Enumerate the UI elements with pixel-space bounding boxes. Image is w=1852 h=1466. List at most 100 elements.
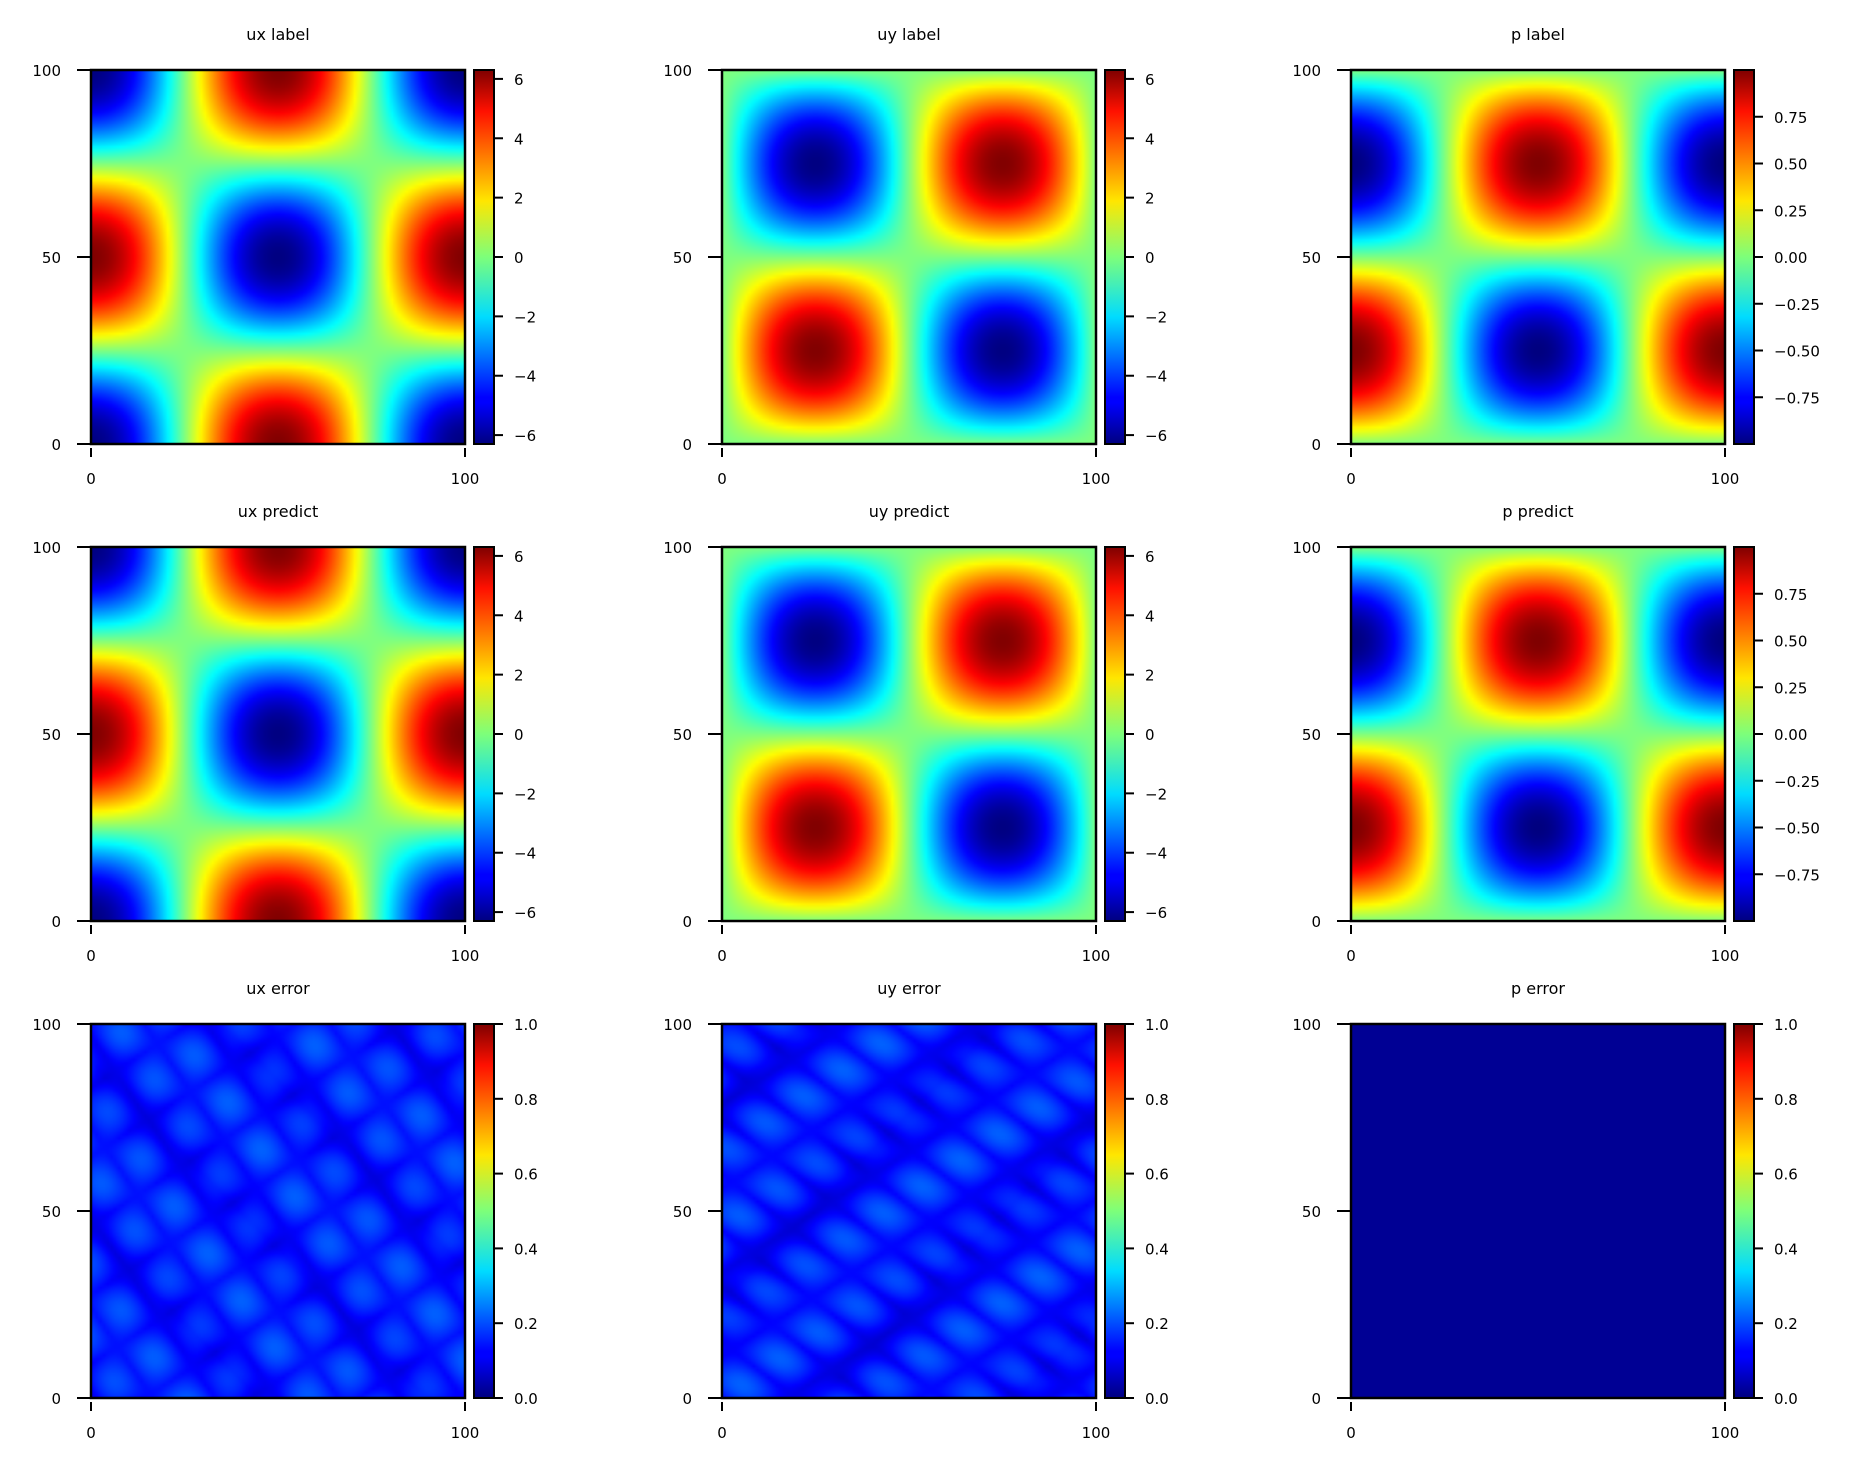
y-tick-label: 100 xyxy=(32,1016,61,1034)
colorbar xyxy=(1733,69,1755,445)
colorbar-tick-label: 0.2 xyxy=(1774,1315,1798,1333)
subplot-6: p predict 0 100 0 50 100 0.75 0.50 0.25 0.00 −0.25… xyxy=(1292,502,1820,965)
colorbar-tick-label: 0 xyxy=(514,249,524,267)
y-tick-label: 50 xyxy=(42,1203,61,1221)
colorbar-tick-label: −6 xyxy=(1145,904,1167,922)
subplot-7: ux error 0 100 0 50 100 1.0 0.8 0.6 0.4 0.2 0.0 xyxy=(32,979,538,1442)
colorbar-tick-label: 6 xyxy=(514,71,524,89)
y-tick-label: 50 xyxy=(42,249,61,267)
subplot-title: uy label xyxy=(877,25,940,44)
x-tick-label: 100 xyxy=(451,947,480,965)
colorbar-tick-label: −2 xyxy=(1145,308,1167,326)
colorbar-tick-label: −4 xyxy=(514,368,536,386)
colorbar-tick-label: 4 xyxy=(1145,607,1155,625)
heatmap-image xyxy=(91,547,465,921)
subplot-title: ux error xyxy=(246,979,310,998)
colorbar-tick-label: −4 xyxy=(1145,368,1167,386)
x-tick-label: 0 xyxy=(1346,1424,1356,1442)
colorbar-tick-label: −2 xyxy=(514,785,536,803)
colorbar-tick-label: −0.75 xyxy=(1774,389,1820,407)
y-tick-label: 100 xyxy=(663,62,692,80)
x-tick-label: 0 xyxy=(86,947,96,965)
colorbar-tick-label: 1.0 xyxy=(1145,1016,1169,1034)
colorbar-tick-label: 2 xyxy=(514,667,524,685)
y-tick-label: 0 xyxy=(1311,1390,1321,1408)
heatmap-image xyxy=(1351,70,1725,444)
colorbar xyxy=(473,69,495,445)
y-tick-label: 100 xyxy=(663,1016,692,1034)
subplot-title: uy predict xyxy=(869,502,950,521)
subplot-title: p error xyxy=(1511,979,1565,998)
colorbar-tick-label: 0.8 xyxy=(514,1091,538,1109)
heatmap-image xyxy=(722,1024,1096,1398)
y-tick-label: 100 xyxy=(32,62,61,80)
colorbar-tick-label: 0.00 xyxy=(1774,726,1807,744)
colorbar-tick-label: 2 xyxy=(1145,667,1155,685)
colorbar-tick-label: −2 xyxy=(514,308,536,326)
y-tick-label: 50 xyxy=(673,249,692,267)
subplot-4: ux predict 0 100 0 50 100 6 4 2 0 −2 −4 −6 xyxy=(32,502,536,965)
y-tick-label: 50 xyxy=(1302,1203,1321,1221)
colorbar xyxy=(473,546,495,922)
subplot-1: ux label 0 100 0 50 100 6 4 2 0 −2 −4 −6 xyxy=(32,25,536,488)
heatmap-image xyxy=(722,547,1096,921)
colorbar-tick-label: 0.6 xyxy=(514,1166,538,1184)
colorbar-tick-label: 0.25 xyxy=(1774,679,1807,697)
colorbar xyxy=(1733,1023,1755,1399)
x-tick-label: 100 xyxy=(1082,947,1111,965)
x-tick-label: 0 xyxy=(717,470,727,488)
colorbar xyxy=(1104,1023,1126,1399)
colorbar-tick-label: −6 xyxy=(514,427,536,445)
colorbar xyxy=(1733,546,1755,922)
colorbar-tick-label: 6 xyxy=(514,548,524,566)
heatmap-image xyxy=(1351,547,1725,921)
colorbar-tick-label: −0.25 xyxy=(1774,296,1820,314)
subplot-title: ux predict xyxy=(238,502,319,521)
subplot-9: p error 0 100 0 50 100 1.0 0.8 0.6 0.4 0.2 0.0 xyxy=(1292,979,1798,1442)
colorbar-tick-label: 0.8 xyxy=(1774,1091,1798,1109)
subplot-title: p predict xyxy=(1502,502,1573,521)
x-tick-label: 100 xyxy=(1082,1424,1111,1442)
y-tick-label: 50 xyxy=(673,1203,692,1221)
y-tick-label: 100 xyxy=(1292,62,1321,80)
colorbar-tick-label: 0 xyxy=(1145,726,1155,744)
colorbar-tick-label: 2 xyxy=(514,190,524,208)
subplot-3: p label 0 100 0 50 100 0.75 0.50 0.25 0.00 −0.25 −0… xyxy=(1292,25,1820,488)
y-tick-label: 0 xyxy=(51,913,61,931)
colorbar-tick-label: −0.25 xyxy=(1774,773,1820,791)
colorbar-tick-label: 1.0 xyxy=(514,1016,538,1034)
y-tick-label: 0 xyxy=(682,1390,692,1408)
colorbar xyxy=(1104,69,1126,445)
colorbar-tick-label: 6 xyxy=(1145,71,1155,89)
colorbar xyxy=(473,1023,495,1399)
colorbar-tick-label: −2 xyxy=(1145,785,1167,803)
colorbar-tick-label: 0.0 xyxy=(514,1390,538,1408)
colorbar-tick-label: −0.50 xyxy=(1774,343,1820,361)
x-tick-label: 0 xyxy=(717,947,727,965)
colorbar-tick-label: 6 xyxy=(1145,548,1155,566)
colorbar-tick-label: 0 xyxy=(1145,249,1155,267)
x-tick-label: 100 xyxy=(1711,470,1740,488)
colorbar-tick-label: 0.6 xyxy=(1145,1166,1169,1184)
y-tick-label: 0 xyxy=(51,436,61,454)
subplot-5: uy predict 0 100 0 50 100 6 4 2 0 −2 −4 −6 xyxy=(663,502,1167,965)
x-tick-label: 0 xyxy=(1346,947,1356,965)
colorbar-tick-label: 0.6 xyxy=(1774,1166,1798,1184)
colorbar-tick-label: −4 xyxy=(514,845,536,863)
colorbar-tick-label: 0.50 xyxy=(1774,156,1807,174)
colorbar-tick-label: 0.25 xyxy=(1774,202,1807,220)
colorbar-tick-label: 0.0 xyxy=(1145,1390,1169,1408)
subplot-8: uy error 0 100 0 50 100 1.0 0.8 0.6 0.4 0.2 0.0 xyxy=(663,979,1169,1442)
colorbar-tick-label: 0.0 xyxy=(1774,1390,1798,1408)
subplot-title: uy error xyxy=(877,979,941,998)
y-tick-label: 50 xyxy=(1302,249,1321,267)
y-tick-label: 0 xyxy=(682,436,692,454)
x-tick-label: 0 xyxy=(86,470,96,488)
colorbar-tick-label: 0.4 xyxy=(1774,1240,1798,1258)
y-tick-label: 0 xyxy=(51,1390,61,1408)
subplot-title: p label xyxy=(1511,25,1565,44)
x-tick-label: 100 xyxy=(451,1424,480,1442)
y-tick-label: 100 xyxy=(663,539,692,557)
colorbar-tick-label: −6 xyxy=(1145,427,1167,445)
